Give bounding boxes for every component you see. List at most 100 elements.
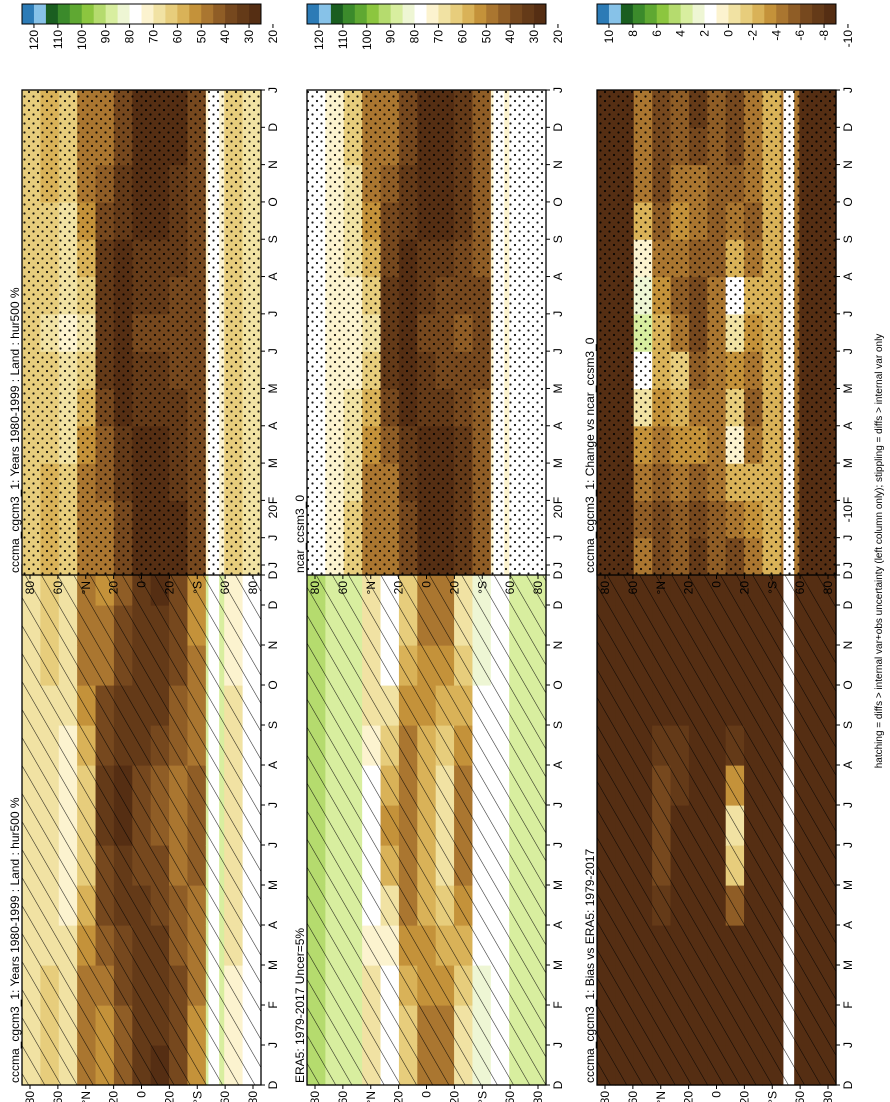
month-tick-label: J [841, 348, 855, 354]
lat-tick-label: 60 [51, 1091, 65, 1102]
lat-tick-label: 20 [737, 581, 751, 595]
lat-tick-label: °N [364, 581, 378, 594]
month-tick-label: D [266, 123, 280, 132]
stipple-overlay [307, 90, 546, 575]
lat-tick-label: 60 [218, 1091, 232, 1102]
lat-tick-label: °S [765, 1091, 779, 1102]
colorbar-tick-label: 100 [75, 30, 89, 50]
lat-tick-label: 80 [308, 1091, 322, 1102]
colorbar-tick-label: -4 [769, 30, 783, 41]
colorbar-tick-label: 90 [99, 30, 113, 44]
colorbar-tick-label: -2 [745, 30, 759, 41]
month-tick-label: J [551, 87, 565, 93]
colorbar-swatch [69, 4, 83, 24]
colorbar-swatch [462, 4, 475, 24]
colorbar-swatch [378, 4, 392, 24]
colorbar-tick-label: 70 [431, 30, 445, 44]
month-tick-label: D [841, 1080, 855, 1089]
colorbar-tick-label: 40 [503, 30, 517, 44]
month-tick-label: J [266, 802, 280, 808]
colorbar-swatch [486, 4, 499, 24]
colorbar-swatch [22, 4, 35, 24]
colorbar-tick-label: 20 [266, 30, 280, 44]
lat-tick-label: 80 [23, 1091, 37, 1102]
month-tick-label: A [266, 272, 280, 280]
month-tick-label: N [266, 160, 280, 169]
colorbar-swatch [692, 4, 705, 24]
colorbar-swatch [81, 4, 95, 24]
month-tick-label: N [841, 641, 855, 650]
colorbar-tick-label: 10 [602, 30, 616, 44]
lat-tick-label: 60 [626, 1091, 640, 1102]
month-tick-label: F [266, 497, 280, 504]
colorbar-swatch [402, 4, 415, 24]
lat-tick-label: 60 [336, 581, 350, 595]
lat-tick-label: 20 [162, 581, 176, 595]
colorbar-tick-label: -8 [817, 30, 831, 41]
month-tick-label: N [266, 641, 280, 650]
lat-tick-label: 80 [246, 581, 260, 595]
colorbar-tick-label: 60 [455, 30, 469, 44]
month-tick-label: D [841, 600, 855, 609]
month-tick-label: D [841, 123, 855, 132]
lat-tick-label: 20 [682, 581, 696, 595]
colorbar-swatch [644, 4, 658, 24]
lat-tick-label: °N [364, 1091, 378, 1102]
lat-tick-label: 60 [626, 581, 640, 595]
colorbar-tick-label: 120 [27, 30, 41, 50]
colorbar-swatch [728, 4, 741, 24]
month-tick-label: S [551, 235, 565, 243]
month-tick-label: F [841, 497, 855, 504]
lat-tick-label: °S [190, 1091, 204, 1102]
hatch-overlay [22, 565, 261, 1085]
colorbar-swatch [498, 4, 511, 24]
colorbar-swatch [45, 4, 59, 24]
colorbar-tick-label: 6 [650, 30, 664, 37]
month-tick-label: J [841, 311, 855, 317]
panel-title: cccma_cgcm3_1: Years 1980-1999 : Land : … [8, 287, 22, 573]
colorbar-tick-label: 110 [336, 30, 350, 49]
colorbar-tick-label: 20 [551, 505, 565, 519]
colorbar-swatch [776, 4, 789, 24]
colorbar-swatch [450, 4, 463, 24]
month-tick-label: D [551, 570, 565, 579]
colorbar-swatch [33, 4, 47, 24]
month-tick-label: M [551, 880, 565, 890]
panel-title: ncar_ccsm3_0 [293, 495, 307, 573]
colorbar-tick-label: 80 [123, 30, 137, 44]
lat-tick-label: °S [475, 581, 489, 594]
month-tick-label: J [551, 311, 565, 317]
month-tick-label: J [266, 535, 280, 541]
lat-tick-label: 20 [107, 1091, 121, 1102]
lat-tick-label: 0 [135, 1091, 149, 1098]
lat-tick-label: 20 [447, 581, 461, 595]
month-tick-label: M [841, 458, 855, 468]
colorbar-swatch [129, 4, 142, 24]
colorbar-swatch [608, 4, 622, 24]
lat-tick-label: 0 [135, 581, 149, 588]
panel-title: cccma_cgcm3_1: Bias vs ERA5: 1979-2017 [583, 849, 597, 1083]
month-tick-label: M [266, 960, 280, 970]
colorbar-tick-label: 50 [479, 30, 493, 44]
colorbar-swatch [201, 4, 214, 24]
month-tick-label: J [551, 1042, 565, 1048]
month-tick-label: M [841, 384, 855, 394]
lat-tick-label: °S [765, 581, 779, 594]
colorbar-swatch [740, 4, 753, 24]
lat-tick-label: °N [79, 1091, 93, 1102]
colorbar-swatch [177, 4, 190, 24]
colorbar-tick-label: 20 [266, 505, 280, 519]
colorbar-tick-label: 4 [674, 30, 688, 37]
lat-tick-label: 80 [246, 1091, 260, 1102]
colorbar-swatch [105, 4, 118, 24]
month-tick-label: O [266, 197, 280, 206]
lat-tick-label: 80 [531, 581, 545, 595]
month-tick-label: D [266, 600, 280, 609]
month-tick-label: O [551, 197, 565, 206]
colorbar-swatch [354, 4, 368, 24]
colorbar-swatch [788, 4, 801, 24]
colorbar-swatch [632, 4, 646, 24]
